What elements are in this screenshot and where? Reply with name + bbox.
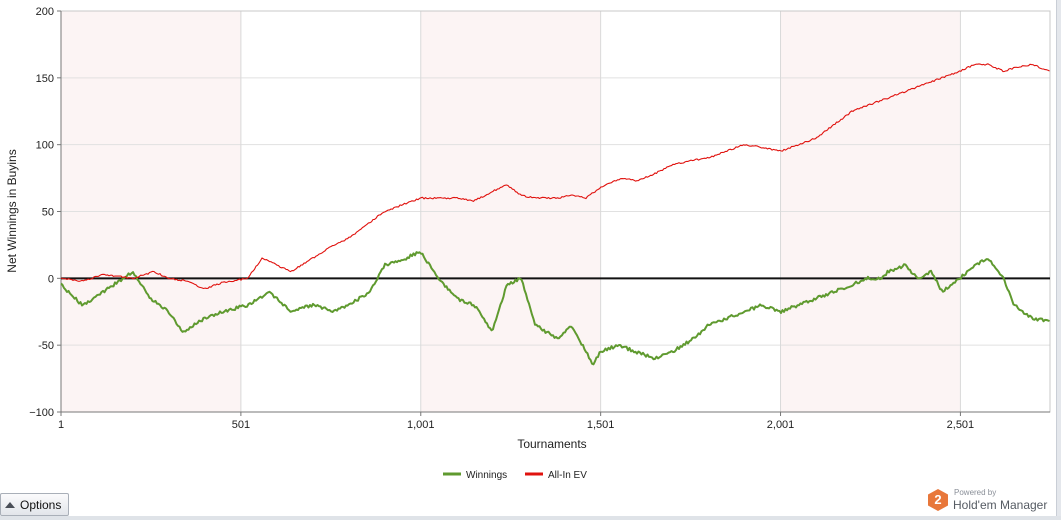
y-axis-title: Net Winnings in Buyins	[5, 149, 19, 272]
y-tick-label: 0	[48, 273, 54, 285]
x-tick-label: 2,001	[767, 419, 795, 431]
y-tick-label: 200	[36, 6, 54, 18]
x-tick-label: 501	[232, 419, 250, 431]
y-axis: −100 -50 0 50 100 150 200	[29, 6, 61, 419]
x-axis-title: Tournaments	[517, 437, 586, 451]
holdem-manager-logo-icon: 2	[928, 489, 948, 511]
series-line-winnings	[60, 251, 1050, 366]
y-tick-label: -50	[38, 340, 54, 352]
y-tick-label: 50	[42, 207, 54, 219]
caret-up-icon	[5, 501, 15, 508]
series-line-all-in-ev	[60, 63, 1050, 290]
x-tick-label: 2,501	[947, 419, 975, 431]
legend-label: Winnings	[466, 470, 507, 481]
x-tick-label: 1,001	[407, 419, 435, 431]
x-axis: 1 501 1,001 1,501 2,001 2,501	[58, 412, 974, 431]
options-button[interactable]: Options	[0, 493, 69, 516]
x-tick-label: 1,501	[587, 419, 615, 431]
y-tick-label: −100	[29, 407, 54, 419]
x-tick-label: 1	[58, 419, 64, 431]
y-tick-label: 150	[36, 73, 54, 85]
y-tick-label: 100	[36, 140, 54, 152]
status-bar	[0, 516, 1061, 520]
series-lines	[60, 63, 1050, 366]
legend-label: All-In EV	[548, 470, 587, 481]
powered-by-logo: 2 Powered by Hold'em Manager	[928, 489, 1047, 511]
grid	[60, 10, 1051, 413]
winnings-chart: −100 -50 0 50 100 150 200 1 501 1,001 1,501 2,001 2…	[5, 6, 1051, 481]
window-edge	[1056, 0, 1061, 520]
legend: Winnings All-In EV	[443, 470, 587, 481]
